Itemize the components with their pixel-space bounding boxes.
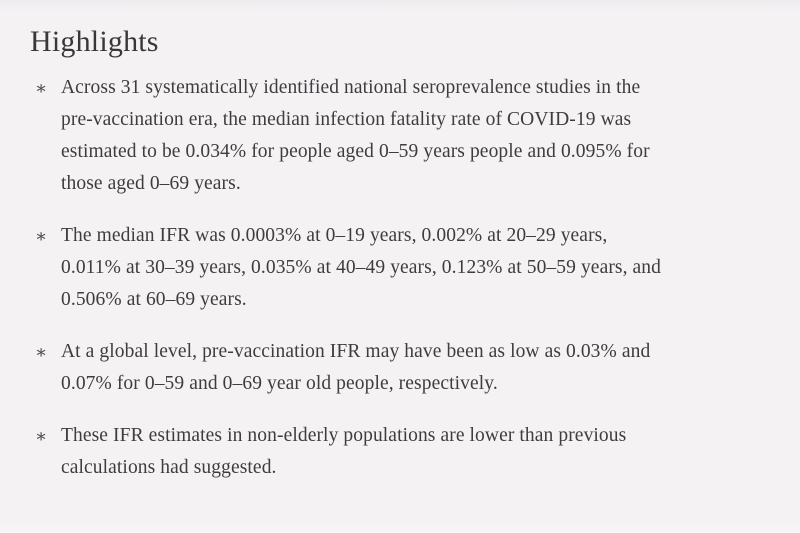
highlight-item: ∗ The median IFR was 0.0003% at 0–19 yea… xyxy=(30,220,772,316)
highlight-text: Across 31 systematically identified nati… xyxy=(61,72,772,200)
highlight-text: The median IFR was 0.0003% at 0–19 years… xyxy=(61,220,772,316)
bullet-asterisk-icon: ∗ xyxy=(35,342,48,362)
highlight-line: pre-vaccination era, the median infectio… xyxy=(61,109,632,130)
bullet-asterisk-icon: ∗ xyxy=(35,226,48,246)
highlight-item: ∗ At a global level, pre-vaccination IFR… xyxy=(30,336,772,400)
bullet-asterisk-icon: ∗ xyxy=(35,78,48,98)
highlight-line: those aged 0–69 years. xyxy=(61,173,241,194)
highlight-line: 0.011% at 30–39 years, 0.035% at 40–49 y… xyxy=(61,257,662,278)
highlight-line: 0.506% at 60–69 years. xyxy=(61,289,247,310)
bullet-asterisk-icon: ∗ xyxy=(35,426,48,446)
highlights-heading: Highlights xyxy=(30,25,159,58)
highlight-line: calculations had suggested. xyxy=(61,457,277,478)
highlight-item: ∗ Across 31 systematically identified na… xyxy=(30,72,772,200)
highlight-line: 0.07% for 0–59 and 0–69 year old people,… xyxy=(61,373,498,394)
highlight-line: estimated to be 0.034% for people aged 0… xyxy=(61,141,650,162)
highlight-text: At a global level, pre-vaccination IFR m… xyxy=(61,336,772,400)
highlight-line: At a global level, pre-vaccination IFR m… xyxy=(61,341,651,362)
highlights-list: ∗ Across 31 systematically identified na… xyxy=(30,72,772,484)
highlight-line: Across 31 systematically identified nati… xyxy=(61,77,641,98)
highlight-item: ∗ These IFR estimates in non-elderly pop… xyxy=(30,420,772,484)
highlight-text: These IFR estimates in non-elderly popul… xyxy=(61,420,772,484)
highlight-line: The median IFR was 0.0003% at 0–19 years… xyxy=(61,225,608,246)
highlight-line: These IFR estimates in non-elderly popul… xyxy=(61,425,627,446)
